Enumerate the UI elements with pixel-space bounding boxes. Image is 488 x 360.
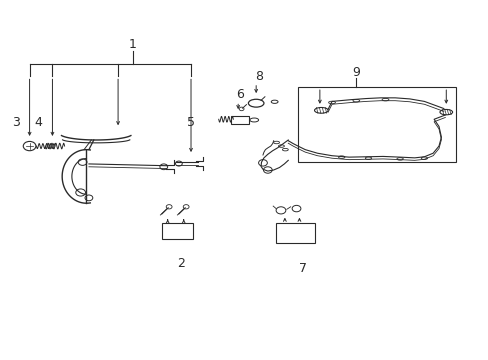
Text: 1: 1 — [128, 38, 136, 51]
Text: 6: 6 — [235, 88, 243, 101]
Bar — [297, 87, 455, 162]
Text: 8: 8 — [255, 70, 263, 83]
Bar — [276, 223, 314, 243]
Bar — [230, 116, 249, 123]
Text: 9: 9 — [352, 66, 360, 79]
Text: 4: 4 — [34, 116, 41, 129]
Bar — [162, 223, 193, 239]
Text: 7: 7 — [298, 262, 306, 275]
Text: 3: 3 — [12, 116, 20, 129]
Text: 5: 5 — [186, 116, 195, 129]
Text: 2: 2 — [177, 257, 185, 270]
